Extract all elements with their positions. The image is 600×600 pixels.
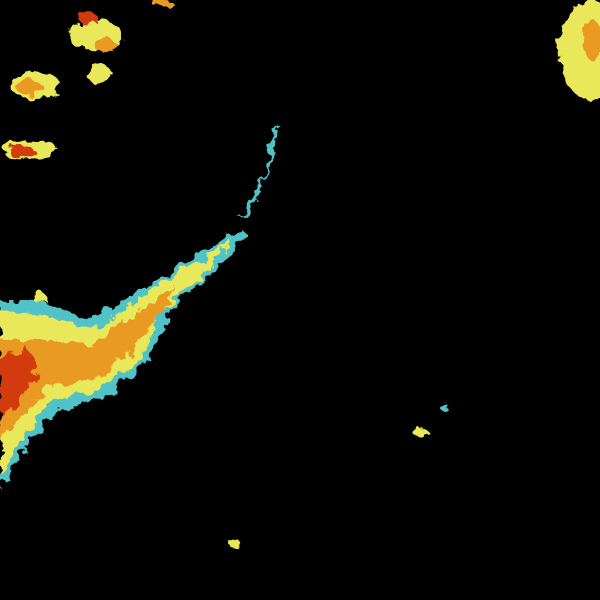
echo-heavy [152,0,172,8]
northeast-cells [560,0,600,100]
western-squall-band [0,125,280,490]
echo-heavy [16,81,44,95]
radar-site-marker [295,295,303,303]
ground-clutter [215,235,385,405]
echo-intense [0,345,40,415]
echo-heavy [93,39,117,51]
echo-intense [8,147,36,157]
echo-heavy [0,285,175,440]
echo-light [240,125,280,220]
echo-moderate [230,541,242,549]
echo-intense [79,11,97,25]
echo-moderate [33,293,47,303]
echo-moderate [412,428,428,436]
echo-heavy [286,281,314,309]
echo-heavy [582,20,600,60]
small-echoes [33,293,450,549]
echo-moderate [88,65,112,85]
northwest-cells [2,0,172,159]
echo-light [440,405,450,411]
